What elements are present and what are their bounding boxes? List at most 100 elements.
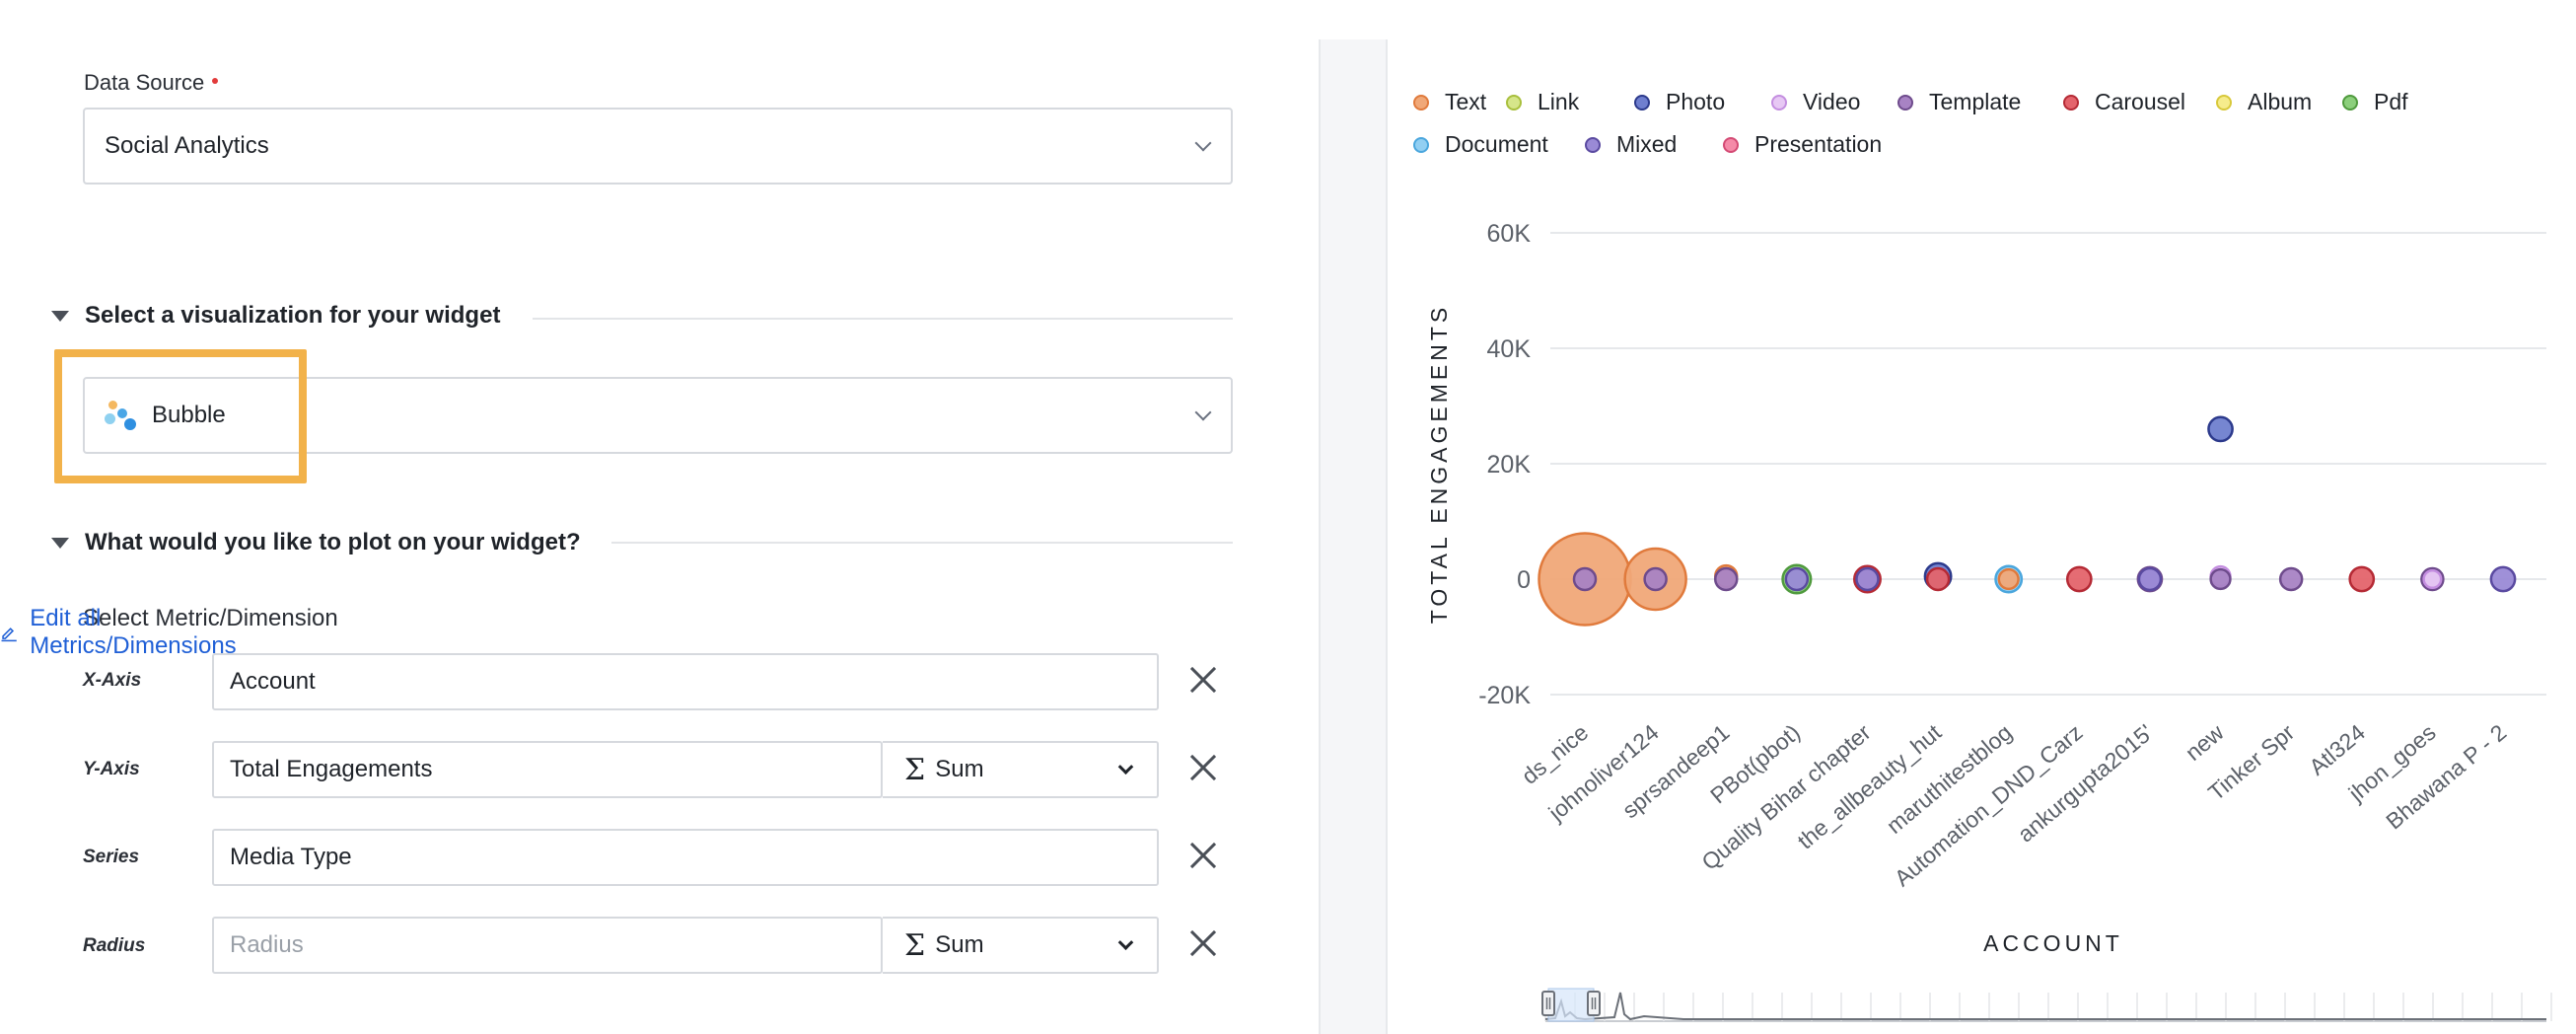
legend-label: Link	[1538, 89, 1580, 114]
legend-item-pdf[interactable]: Pdf	[2342, 89, 2408, 115]
y-tick-label: 20K	[1487, 451, 1532, 479]
bubble-point	[2209, 567, 2232, 591]
sigma-icon: Σ	[904, 927, 926, 963]
legend-item-carousel[interactable]: Carousel	[2063, 89, 2185, 115]
bubble-point	[1925, 566, 1951, 592]
legend-item-template[interactable]: Template	[1897, 89, 2021, 115]
chevron-down-icon	[1117, 759, 1134, 776]
remove-series-icon[interactable]	[1188, 841, 1218, 870]
visualization-select[interactable]: Bubble	[83, 377, 1233, 454]
legend-marker	[1897, 94, 1913, 111]
bubble-point	[2348, 565, 2376, 593]
configuration-panel: Data Source Social Analytics Select a vi…	[0, 0, 1319, 1034]
legend-item-text[interactable]: Text	[1413, 89, 1486, 115]
legend-label: Template	[1929, 89, 2022, 114]
navigator-handle[interactable]	[1587, 991, 1601, 1016]
pencil-icon	[1, 628, 17, 642]
required-indicator	[212, 78, 219, 85]
chart-preview-panel: Text Link Photo Video Template Carousel Album P…	[1388, 0, 2576, 1034]
series-field[interactable]: Media Type	[212, 829, 1159, 886]
x-axis-label: X-Axis	[83, 670, 142, 691]
chevron-down-icon	[1194, 134, 1212, 152]
legend-marker	[1634, 94, 1650, 111]
legend-marker	[2063, 94, 2079, 111]
x-tick-label: Bhawana P - 2	[2381, 719, 2511, 835]
legend-item-document[interactable]: Document	[1413, 131, 1548, 158]
legend-item-video[interactable]: Video	[1771, 89, 1860, 115]
legend-marker	[1771, 94, 1787, 111]
legend-marker	[2342, 94, 2358, 111]
legend-marker	[1413, 94, 1429, 111]
y-axis-aggregation-value: Sum	[935, 756, 984, 782]
chevron-down-icon	[1117, 934, 1134, 951]
metric-dimension-label: Select Metric/Dimension	[83, 605, 338, 631]
bubble-chart-icon	[105, 399, 138, 432]
collapse-triangle-icon	[51, 310, 69, 322]
remove-y-axis-icon[interactable]	[1188, 753, 1218, 782]
data-source-select[interactable]: Social Analytics	[83, 108, 1233, 185]
legend-label: Document	[1445, 131, 1548, 157]
legend-label: Mixed	[1616, 131, 1678, 157]
visualization-section-title: Select a visualization for your widget	[85, 302, 501, 329]
bubble-point	[1997, 567, 2020, 591]
bubble-point	[2489, 565, 2517, 593]
radius-field[interactable]: Radius	[212, 917, 883, 974]
radius-aggregation-select[interactable]: Σ Sum	[883, 917, 1159, 974]
legend-item-photo[interactable]: Photo	[1634, 89, 1725, 115]
legend-label: Presentation	[1754, 131, 1883, 157]
section-divider	[533, 318, 1233, 320]
y-axis-aggregation-select[interactable]: Σ Sum	[883, 741, 1159, 798]
y-axis-field[interactable]: Total Engagements	[212, 741, 883, 798]
legend-label: Photo	[1666, 89, 1726, 114]
x-tick-label: new	[2181, 719, 2229, 766]
x-axis-title: ACCOUNT	[1983, 930, 2123, 956]
edit-metrics-link[interactable]: Edit all Metrics/Dimensions	[0, 605, 247, 660]
y-tick-label: -20K	[1478, 682, 1531, 709]
y-tick-label: 40K	[1487, 335, 1532, 363]
legend-marker	[1723, 136, 1739, 153]
bubble-point	[1855, 566, 1880, 592]
legend-marker	[2216, 94, 2232, 111]
series-value: Media Type	[230, 844, 352, 870]
data-source-label: Data Source	[84, 70, 219, 96]
y-tick-label: 60K	[1487, 220, 1532, 248]
x-axis-value: Account	[230, 668, 316, 695]
chevron-down-icon	[1194, 404, 1212, 421]
legend-label: Text	[1445, 89, 1487, 114]
legend-item-link[interactable]: Link	[1506, 89, 1579, 115]
series-label: Series	[83, 847, 140, 867]
bubble-point	[2207, 415, 2234, 443]
bubble-point	[1784, 566, 1810, 592]
bubble-point	[2137, 566, 2163, 592]
navigator-handle[interactable]	[1541, 991, 1555, 1016]
visualization-section-header[interactable]: Select a visualization for your widget	[51, 302, 500, 330]
bubble-point	[2278, 566, 2304, 592]
legend-marker	[1413, 136, 1429, 153]
legend-marker	[1585, 136, 1601, 153]
collapse-triangle-icon	[51, 537, 69, 549]
legend-item-presentation[interactable]: Presentation	[1723, 131, 1882, 158]
radius-aggregation-value: Sum	[935, 931, 984, 958]
legend-item-album[interactable]: Album	[2216, 89, 2312, 115]
visualization-highlight	[54, 349, 307, 483]
bubble-point	[2422, 568, 2443, 590]
legend-marker	[1506, 94, 1522, 111]
y-axis-label: Y-Axis	[83, 759, 140, 779]
y-axis-value: Total Engagements	[230, 756, 433, 782]
panel-divider	[1319, 39, 1388, 1034]
y-tick-label: 0	[1517, 566, 1531, 594]
remove-radius-icon[interactable]	[1188, 928, 1218, 958]
sigma-icon: Σ	[904, 752, 926, 787]
plot-section-title: What would you like to plot on your widg…	[85, 529, 581, 555]
data-source-value: Social Analytics	[105, 132, 269, 159]
legend-label: Album	[2248, 89, 2313, 114]
legend-item-mixed[interactable]: Mixed	[1585, 131, 1677, 158]
remove-x-axis-icon[interactable]	[1188, 665, 1218, 695]
plot-section-header[interactable]: What would you like to plot on your widg…	[51, 529, 581, 556]
legend-label: Video	[1803, 89, 1861, 114]
bubble-point	[1572, 566, 1598, 592]
x-axis-field[interactable]: Account	[212, 653, 1159, 710]
bubble-point	[1713, 566, 1739, 592]
